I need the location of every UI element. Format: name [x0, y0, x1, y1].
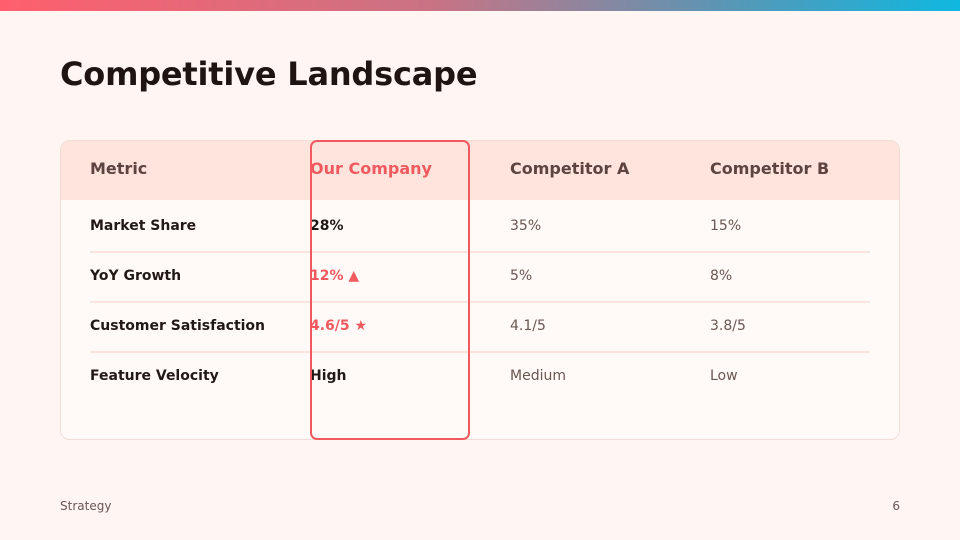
comparison-table: Metric Our Company Competitor A Competit… [60, 140, 900, 440]
competitor-b-cell: Low [710, 368, 738, 384]
our-company-cell: 4.6/5 ★ [310, 318, 368, 334]
header-metric: Metric [90, 159, 148, 178]
metric-cell: YoY Growth [90, 268, 182, 284]
metric-cell: Feature Velocity [90, 368, 219, 384]
top-gradient-bar [0, 0, 960, 11]
page-number: 6 [892, 499, 900, 513]
competitor-b-cell: 15% [710, 218, 742, 234]
competitor-a-cell: 35% [510, 218, 542, 234]
footer-section-label: Strategy [60, 499, 112, 513]
table-header-row: Metric Our Company Competitor A Competit… [61, 141, 899, 200]
header-our-company: Our Company [310, 159, 432, 178]
table-row: Customer Satisfaction 4.6/5 ★ 4.1/5 3.8/… [90, 301, 870, 353]
metric-cell: Customer Satisfaction [90, 318, 266, 334]
competitor-b-cell: 8% [710, 268, 733, 284]
table-row: Market Share 28% 35% 15% [90, 201, 870, 253]
table-row: Feature Velocity High Medium Low [90, 351, 870, 401]
competitor-b-cell: 3.8/5 [710, 318, 746, 334]
competitor-a-cell: Medium [510, 368, 566, 384]
competitor-a-cell: 4.1/5 [510, 318, 546, 334]
competitor-a-cell: 5% [510, 268, 533, 284]
header-competitor-b: Competitor B [710, 159, 830, 178]
our-company-cell: 28% [310, 218, 344, 234]
slide-title: Competitive Landscape [60, 55, 478, 93]
table-row: YoY Growth 12% ▲ 5% 8% [90, 251, 870, 303]
header-competitor-a: Competitor A [510, 159, 630, 178]
our-company-cell: 12% ▲ [310, 268, 360, 284]
metric-cell: Market Share [90, 218, 197, 234]
our-company-column-highlight [310, 140, 470, 440]
our-company-cell: High [310, 368, 347, 384]
